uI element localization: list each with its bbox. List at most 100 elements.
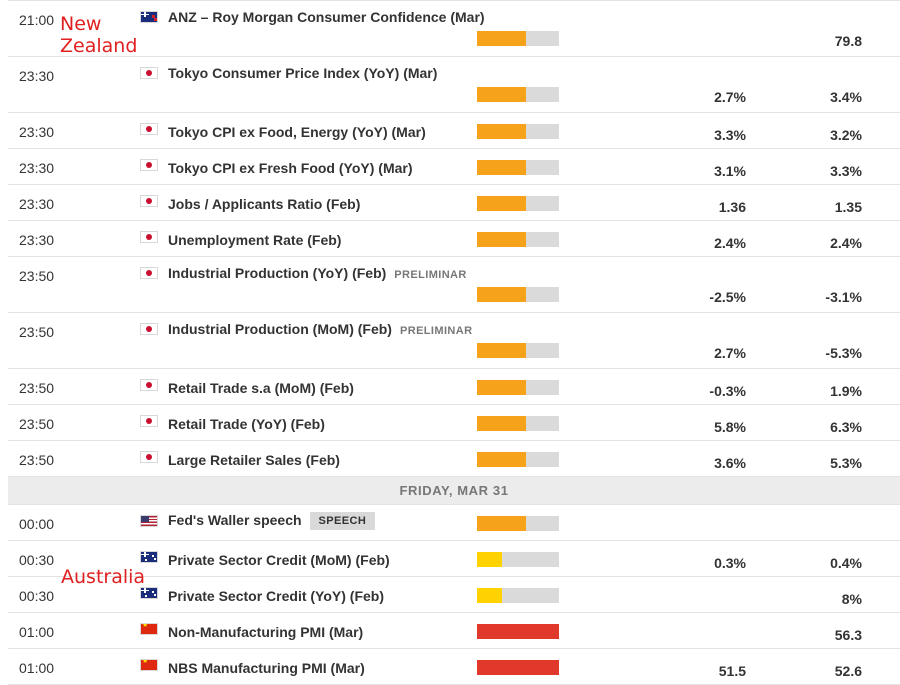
event-time: 01:00 (19, 660, 55, 676)
actual-value: 0.3% (714, 555, 746, 571)
cn-flag-icon (140, 623, 158, 635)
event-name-text: Industrial Production (MoM) (Feb) (168, 321, 392, 337)
event-name[interactable]: Large Retailer Sales (Feb) (168, 452, 340, 468)
forecast-value: 6.3% (830, 419, 862, 435)
event-row[interactable]: 23:30 Unemployment Rate (Feb) 2.4% 2.4% (8, 221, 900, 257)
impact-bar (477, 124, 559, 139)
event-row[interactable]: 21:00 ANZ – Roy Morgan Consumer Confiden… (8, 0, 900, 57)
impact-fill (477, 516, 527, 531)
actual-value: 2.4% (714, 235, 746, 251)
event-name[interactable]: Fed's Waller speech SPEECH (168, 512, 376, 530)
impact-fill (477, 660, 559, 675)
jp-flag-icon (140, 231, 158, 243)
event-name[interactable]: Industrial Production (MoM) (Feb) PRELIMI… (168, 321, 472, 337)
forecast-value: 3.2% (830, 127, 862, 143)
jp-flag-icon (140, 123, 158, 135)
event-time: 21:00 (19, 12, 55, 28)
forecast-value: 3.3% (830, 163, 862, 179)
event-time: 01:00 (19, 624, 55, 640)
event-name[interactable]: Industrial Production (YoY) (Feb) PRELIMI… (168, 265, 467, 281)
impact-fill (477, 588, 502, 603)
event-name-text: Fed's Waller speech (168, 512, 302, 528)
event-row[interactable]: 23:50 Industrial Production (YoY) (Feb) P… (8, 257, 900, 313)
actual-value: 2.7% (714, 89, 746, 105)
forecast-value: 3.4% (830, 89, 862, 105)
event-time: 23:50 (19, 324, 55, 340)
jp-flag-icon (140, 67, 158, 79)
forecast-value: 2.4% (830, 235, 862, 251)
economic-calendar: 21:00 ANZ – Roy Morgan Consumer Confiden… (8, 0, 900, 685)
impact-bar (477, 660, 559, 675)
impact-fill (477, 160, 527, 175)
event-name[interactable]: ANZ – Roy Morgan Consumer Confidence (Ma… (168, 9, 485, 25)
impact-bar (477, 343, 559, 358)
impact-fill (477, 287, 527, 302)
cn-flag-icon (140, 659, 158, 671)
preliminary-tag: PRELIMINAR (399, 325, 473, 337)
impact-fill (477, 87, 527, 102)
impact-bar (477, 196, 559, 211)
impact-fill (477, 624, 559, 639)
impact-bar (477, 624, 559, 639)
impact-bar (477, 552, 559, 567)
au-flag-icon (140, 551, 158, 563)
jp-flag-icon (140, 323, 158, 335)
impact-bar (477, 380, 559, 395)
actual-value: 51.5 (718, 663, 746, 679)
impact-fill (477, 452, 527, 467)
forecast-value: 1.35 (834, 199, 862, 215)
event-time: 23:30 (19, 160, 55, 176)
jp-flag-icon (140, 267, 158, 279)
event-name[interactable]: Tokyo Consumer Price Index (YoY) (Mar) (168, 65, 438, 81)
forecast-value: 0.4% (830, 555, 862, 571)
event-row[interactable]: 01:00 NBS Manufacturing PMI (Mar) 51.5 5… (8, 649, 900, 685)
jp-flag-icon (140, 159, 158, 171)
event-row[interactable]: 00:30 Private Sector Credit (MoM) (Feb) … (8, 541, 900, 577)
forecast-value: 1.9% (830, 383, 862, 399)
actual-value: 1.36 (718, 199, 746, 215)
impact-bar (477, 287, 559, 302)
actual-value: 3.6% (714, 455, 746, 471)
event-time: 23:50 (19, 268, 55, 284)
event-name[interactable]: Jobs / Applicants Ratio (Feb) (168, 196, 361, 212)
impact-fill (477, 343, 527, 358)
actual-value: 3.3% (714, 127, 746, 143)
impact-fill (477, 196, 527, 211)
event-name[interactable]: Non-Manufacturing PMI (Mar) (168, 624, 364, 640)
impact-bar (477, 516, 559, 531)
impact-bar (477, 87, 559, 102)
event-name[interactable]: Unemployment Rate (Feb) (168, 232, 342, 248)
event-name[interactable]: Tokyo CPI ex Food, Energy (YoY) (Mar) (168, 124, 426, 140)
event-row[interactable]: 23:50 Industrial Production (MoM) (Feb) P… (8, 313, 900, 369)
actual-value: 2.7% (714, 345, 746, 361)
event-row[interactable]: 23:30 Tokyo Consumer Price Index (YoY) (… (8, 57, 900, 113)
event-name[interactable]: Tokyo CPI ex Fresh Food (YoY) (Mar) (168, 160, 413, 176)
event-name[interactable]: Retail Trade (YoY) (Feb) (168, 416, 325, 432)
event-time: 23:30 (19, 124, 55, 140)
event-row[interactable]: 01:00 Non-Manufacturing PMI (Mar) 56.3 (8, 613, 900, 649)
forecast-value: 79.8 (834, 33, 862, 49)
event-row[interactable]: 23:50 Retail Trade s.a (MoM) (Feb) -0.3%… (8, 369, 900, 405)
impact-fill (477, 552, 502, 567)
impact-fill (477, 232, 527, 247)
forecast-value: 5.3% (830, 455, 862, 471)
actual-value: -0.3% (709, 383, 746, 399)
event-name[interactable]: NBS Manufacturing PMI (Mar) (168, 660, 365, 676)
event-row[interactable]: 23:50 Large Retailer Sales (Feb) 3.6% 5.… (8, 441, 900, 477)
event-row[interactable]: 23:30 Tokyo CPI ex Fresh Food (YoY) (Mar… (8, 149, 900, 185)
forecast-value: 52.6 (834, 663, 862, 679)
impact-bar (477, 452, 559, 467)
event-row[interactable]: 00:00 Fed's Waller speech SPEECH (8, 505, 900, 541)
actual-value: -2.5% (709, 289, 746, 305)
event-name[interactable]: Private Sector Credit (YoY) (Feb) (168, 588, 385, 604)
impact-fill (477, 124, 527, 139)
event-row[interactable]: 23:30 Jobs / Applicants Ratio (Feb) 1.36… (8, 185, 900, 221)
jp-flag-icon (140, 379, 158, 391)
impact-bar (477, 160, 559, 175)
event-row[interactable]: 23:30 Tokyo CPI ex Food, Energy (YoY) (M… (8, 113, 900, 149)
event-row[interactable]: 23:50 Retail Trade (YoY) (Feb) 5.8% 6.3% (8, 405, 900, 441)
event-row[interactable]: 00:30 Private Sector Credit (YoY) (Feb) … (8, 577, 900, 613)
event-name[interactable]: Private Sector Credit (MoM) (Feb) (168, 552, 390, 568)
event-time: 23:30 (19, 232, 55, 248)
event-name[interactable]: Retail Trade s.a (MoM) (Feb) (168, 380, 354, 396)
